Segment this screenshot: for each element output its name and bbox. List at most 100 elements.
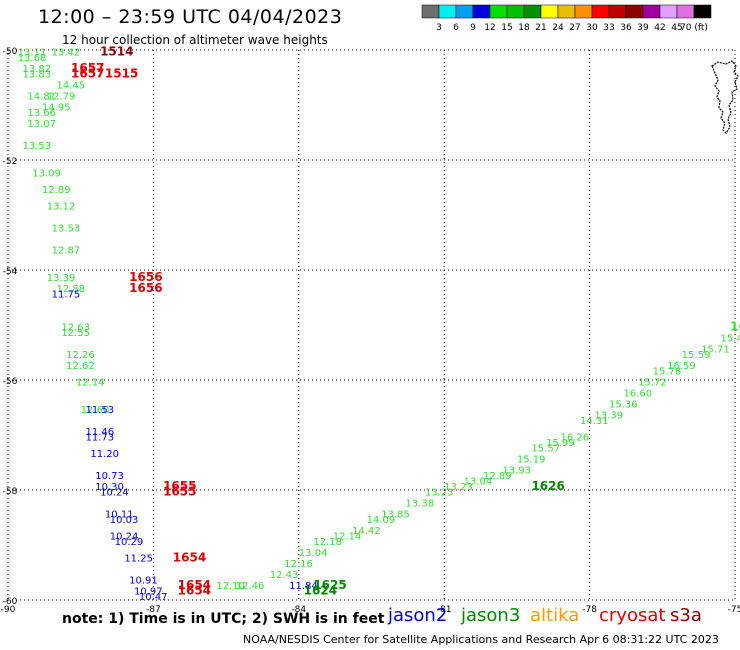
wave-height-label: 15.57	[531, 444, 560, 455]
wave-height-label: 10.11	[105, 510, 134, 521]
pass-time-label: 1655	[163, 479, 196, 493]
pass-time-label: 1654	[178, 584, 211, 598]
wave-height-label: 13.07	[27, 119, 56, 130]
wave-height-label: 10.24	[100, 488, 129, 499]
colorbar-label: 6	[453, 23, 459, 32]
wave-height-label: 12.79	[47, 92, 76, 103]
wave-height-label: 14.42	[352, 526, 381, 537]
wave-height-label: 13.04	[464, 477, 493, 488]
chart-title: 12:00 – 23:59 UTC 04/04/2023	[38, 6, 343, 28]
pass-time-label: 1624	[304, 584, 337, 598]
wave-height-label: 10.47	[139, 592, 168, 603]
y-tick-label: -52	[3, 157, 18, 167]
wave-height-label: 13.66	[27, 108, 56, 119]
colorbar-label: 18	[518, 23, 530, 32]
pass-time-label: 16	[730, 320, 740, 334]
wave-height-label: 12.14	[76, 378, 105, 389]
x-tick-label: -87	[146, 605, 161, 615]
wave-height-label: 13.53	[23, 141, 52, 152]
pass-time-label: 1657	[71, 61, 104, 75]
colorbar-label: 42	[654, 23, 665, 32]
wave-height-label: 16.60	[624, 389, 653, 400]
legend-jason2: jason2	[388, 605, 448, 626]
wave-height-label: 11.20	[90, 449, 119, 460]
wave-height-label: 15.72	[638, 378, 667, 389]
colorbar-label: 30	[586, 23, 598, 32]
pass-time-label: 1656	[129, 270, 162, 284]
colorbar-label: 39	[637, 23, 649, 32]
y-tick-label: -58	[3, 487, 18, 497]
wave-height-label: 13.04	[299, 548, 328, 559]
wave-height-label: 10.03	[110, 515, 139, 526]
wave-height-label: 13.39	[594, 411, 623, 422]
pass-time-label: 1515	[105, 67, 138, 81]
wave-height-label: 12.14	[333, 532, 362, 543]
wave-height-label: 11.75	[52, 290, 81, 301]
colorbar-label: 45	[671, 23, 682, 32]
wave-height-label: 11.84	[289, 581, 318, 592]
pass-time-label: 1625	[313, 578, 346, 592]
wave-height-label: 14.95	[42, 103, 71, 114]
x-tick-label: -81	[437, 605, 452, 615]
legend-s3a: s3a	[670, 605, 702, 626]
pass-time-label: 1654	[178, 578, 211, 592]
wave-height-label: 11.53	[86, 405, 115, 416]
chart-subtitle: 12 hour collection of altimeter wave hei…	[62, 33, 328, 47]
colorbar-label: 70 (ft)	[680, 23, 708, 32]
colorbar-label: 33	[603, 23, 614, 32]
coastline-shape	[711, 60, 739, 134]
pass-time-label: 1657	[71, 67, 104, 81]
colorbar-label: 24	[552, 23, 564, 32]
legend-jason3: jason3	[461, 605, 521, 626]
x-tick-label: -90	[1, 605, 16, 615]
pass-time-label: 1656	[129, 281, 162, 295]
wave-height-label: 13.11	[18, 48, 47, 59]
wave-height-label: 13.39	[47, 273, 76, 284]
wave-height-label: 13.23	[444, 482, 473, 493]
wave-height-label: 12.16	[284, 559, 313, 570]
x-tick-label: -75	[728, 605, 740, 615]
colorbar-label: 21	[535, 23, 546, 32]
wave-height-label: 15.71	[701, 345, 730, 356]
wave-height-label: 13.23	[425, 488, 454, 499]
legend-cryosat: cryosat	[599, 605, 666, 626]
x-tick-label: -84	[291, 605, 306, 615]
wave-height-label: 13.83	[23, 70, 52, 81]
pass-time-label: 1626	[531, 479, 564, 493]
wave-height-label: 15.78	[653, 367, 682, 378]
wave-height-label: 12.46	[236, 581, 265, 592]
wave-height-label: 12.43	[270, 570, 299, 581]
wave-height-label: 14.45	[56, 81, 85, 92]
y-tick-label: -50	[3, 47, 18, 57]
wave-height-label: 10.29	[115, 537, 144, 548]
footer-credit: NOAA/NESDIS Center for Satellite Applica…	[243, 633, 719, 646]
wave-height-label: 15.99	[546, 438, 575, 449]
pass-time-label: 1654	[173, 551, 206, 565]
wave-height-label: 12.89	[483, 471, 512, 482]
wave-height-label: 13.12	[47, 202, 76, 213]
wave-height-label: 15.19	[517, 455, 546, 466]
colorbar-label: 3	[436, 23, 442, 32]
wave-height-label: 14.31	[580, 416, 609, 427]
wave-height-label: 13.85	[381, 510, 410, 521]
pass-time-label: 1514	[100, 45, 133, 59]
wave-height-label: 12.18	[313, 537, 342, 548]
y-tick-label: -60	[3, 597, 18, 607]
colorbar-label: 15	[501, 23, 512, 32]
wave-height-label: 13.82	[23, 64, 52, 75]
colorbar-label: 9	[470, 23, 476, 32]
wave-height-label: 13.09	[32, 169, 61, 180]
wave-height-label: 15.4	[720, 334, 740, 345]
wave-height-label: 10.91	[129, 576, 158, 587]
y-tick-label: -56	[3, 377, 18, 387]
wave-height-label: 12.60	[81, 405, 110, 416]
wave-height-label: 12.10	[216, 581, 245, 592]
wave-height-label: 13.42	[52, 48, 81, 59]
wave-height-plot: -90 -87 -84 -81 -78 -75 -50 -52 -54 -56 -58 -60 13.1…	[1, 45, 740, 616]
wave-height-label: 15.36	[609, 400, 638, 411]
y-tick-label: -54	[3, 267, 18, 277]
colorbar-label: 27	[569, 23, 580, 32]
wave-height-label: 11.73	[86, 433, 115, 444]
wave-height-label: 12.55	[61, 328, 90, 339]
